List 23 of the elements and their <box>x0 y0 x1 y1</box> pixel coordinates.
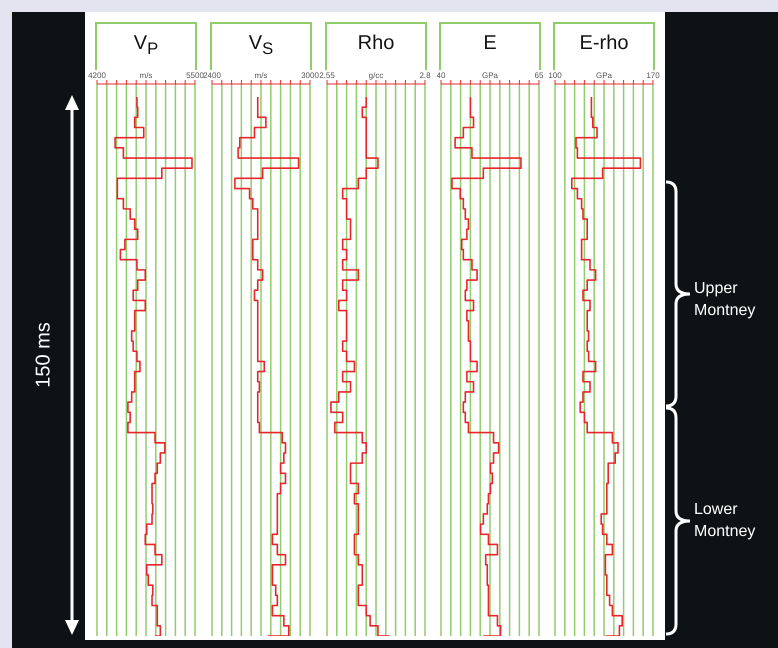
x-tick-label: 40 <box>436 71 446 80</box>
chart-title: V$_{S}$ <box>248 32 274 59</box>
chart-title: E-rho <box>578 32 630 55</box>
x-tick-label: 100 <box>548 71 562 80</box>
x-tick-label: 5500 <box>186 71 204 80</box>
x-tick-label: 170 <box>646 71 660 80</box>
text: 150 ms <box>32 322 56 388</box>
text: Upper Montney <box>694 279 756 321</box>
x-tick-label: GPa <box>596 71 613 80</box>
x-tick-label: 65 <box>534 71 544 80</box>
x-tick-label: GPa <box>482 71 499 80</box>
x-tick-label: 2.8 <box>419 71 432 80</box>
chart-title: V$_{P}$ <box>132 32 160 59</box>
x-tick-label: 2400 <box>203 71 222 80</box>
x-tick-label: 3000 <box>301 71 320 80</box>
chart-title: E <box>482 32 498 55</box>
x-tick-label: m/s <box>254 71 268 80</box>
x-tick-label: 4200 <box>88 71 106 80</box>
x-tick-label: m/s <box>140 71 152 80</box>
x-tick-label: 2.55 <box>319 71 336 80</box>
x-tick-label: g/cc <box>368 71 384 80</box>
text: Lower Montney <box>694 500 756 542</box>
chart-title: Rho <box>356 32 396 55</box>
